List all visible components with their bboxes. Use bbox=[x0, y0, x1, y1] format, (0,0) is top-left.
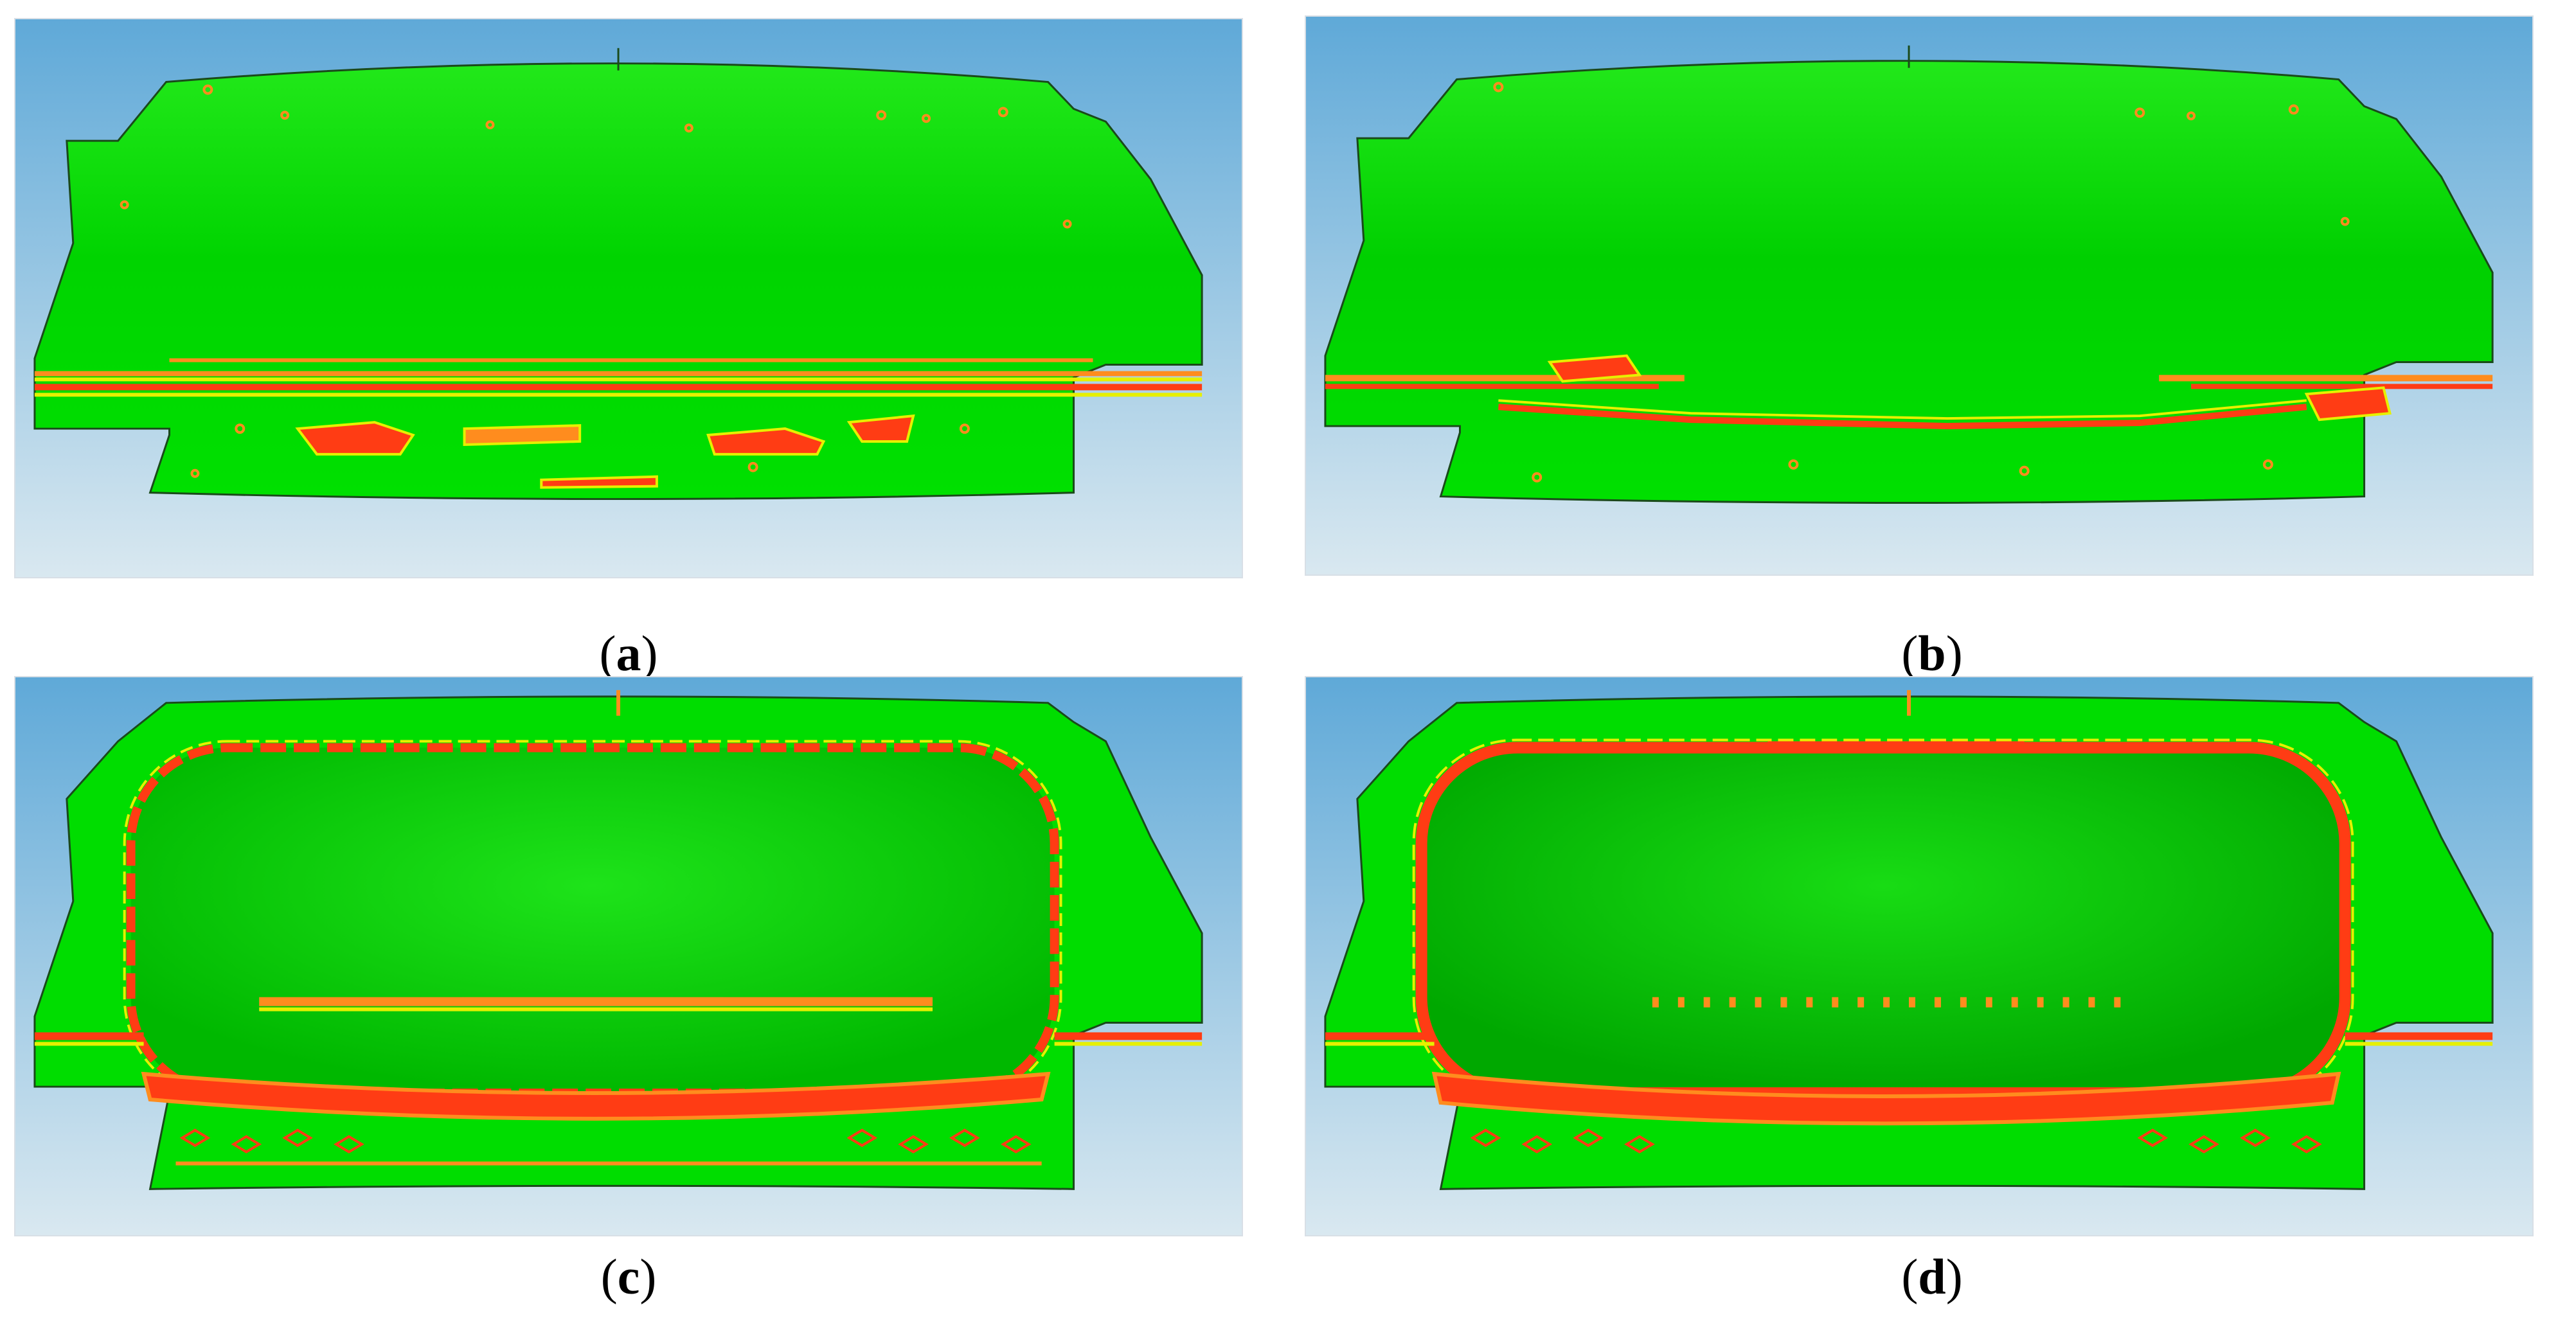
panel-d-image bbox=[1305, 676, 2534, 1236]
forming-result-plot-a bbox=[15, 19, 1242, 577]
caption-a: (a) bbox=[599, 625, 658, 681]
caption-c: (c) bbox=[600, 1249, 657, 1305]
caption-b: (b) bbox=[1901, 625, 1963, 681]
panel-c-image bbox=[14, 676, 1243, 1236]
forming-result-plot-b bbox=[1306, 17, 2532, 574]
caption-d: (d) bbox=[1901, 1249, 1963, 1305]
forming-result-plot-c bbox=[15, 677, 1242, 1235]
dome-region bbox=[1421, 747, 2345, 1094]
sheet-surface bbox=[1324, 60, 2494, 504]
panel-a-image bbox=[14, 18, 1243, 578]
forming-result-plot-d bbox=[1306, 677, 2532, 1235]
panel-b-image bbox=[1305, 15, 2534, 576]
dome-region bbox=[130, 747, 1055, 1094]
sheet-surface bbox=[33, 62, 1203, 501]
